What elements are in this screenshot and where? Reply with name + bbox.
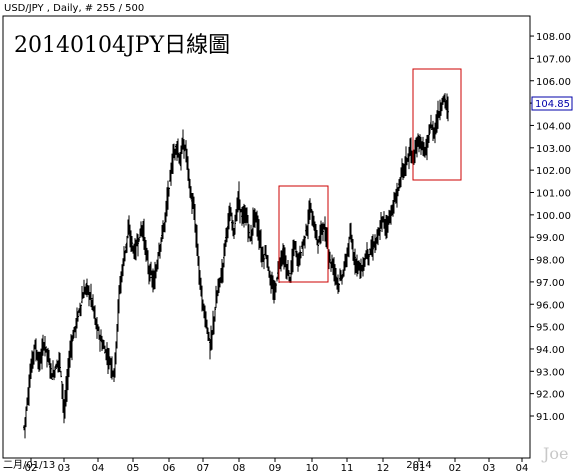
y-tick-label: 102.00 xyxy=(536,166,571,177)
current-price-label: 104.85 xyxy=(535,99,570,110)
y-tick-label: 108.00 xyxy=(536,32,571,43)
y-tick-label: 92.00 xyxy=(536,390,565,401)
current-price-box xyxy=(531,96,573,111)
y-tick-label: 107.00 xyxy=(536,54,571,65)
price-axis: 91.00 92.00 93.00 94.00 95.00 96.00 97.00 98.00… xyxy=(530,32,571,423)
current-price-marker: 104.85 xyxy=(531,96,573,111)
y-tick-label: 106.00 xyxy=(536,77,571,88)
y-tick-label: 101.00 xyxy=(536,189,571,200)
plot-area xyxy=(2,15,531,459)
x-tick-label: 02 xyxy=(449,463,462,474)
y-tick-label: 96.00 xyxy=(536,300,565,311)
y-tick-label: 91.00 xyxy=(536,412,565,423)
x-start-date-label: 二月/01/13 xyxy=(3,459,55,471)
x-tick-label: 04 xyxy=(92,463,105,474)
x-tick-label: 01 xyxy=(413,463,426,474)
chart-header: USD/JPY , Daily, # 255 / 500 xyxy=(4,3,144,14)
y-tick-label: 97.00 xyxy=(536,278,565,289)
price-bars xyxy=(23,93,449,439)
y-tick-label: 104.00 xyxy=(536,121,571,132)
x-tick-label: 07 xyxy=(197,463,210,474)
highlight-box-jan xyxy=(412,68,462,181)
y-tick-label: 94.00 xyxy=(536,345,565,356)
x-tick-label: 04 xyxy=(516,463,529,474)
y-tick-label: 99.00 xyxy=(536,233,565,244)
chart-title: 20140104JPY日線圖 xyxy=(14,33,230,58)
x-tick-label: 03 xyxy=(58,463,71,474)
x-year-label: 2014 xyxy=(406,460,431,471)
y-tick-label: 103.00 xyxy=(536,144,571,155)
y-tick-label: 98.00 xyxy=(536,256,565,267)
x-tick-label: 03 xyxy=(483,463,496,474)
x-tick-label: 06 xyxy=(163,463,176,474)
x-tick-label: 11 xyxy=(341,463,354,474)
time-axis: 02 03 04 05 06 07 08 09 10 11 12 01 02 03 04 二月/01/13 20… xyxy=(3,458,528,474)
x-tick-label: 08 xyxy=(233,463,246,474)
x-tick-label: 12 xyxy=(377,463,390,474)
x-tick-label: 05 xyxy=(127,463,140,474)
y-tick-label: 100.00 xyxy=(536,211,571,222)
highlight-box-sep-oct xyxy=(278,185,329,283)
x-tick-label: 10 xyxy=(306,463,319,474)
highlight-boxes xyxy=(278,68,462,283)
x-tick-label: 09 xyxy=(269,463,282,474)
y-tick-label: 93.00 xyxy=(536,367,565,378)
x-tick-label: 02 xyxy=(25,463,38,474)
watermark: Joe xyxy=(541,444,569,463)
y-tick-label: 95.00 xyxy=(536,323,565,334)
